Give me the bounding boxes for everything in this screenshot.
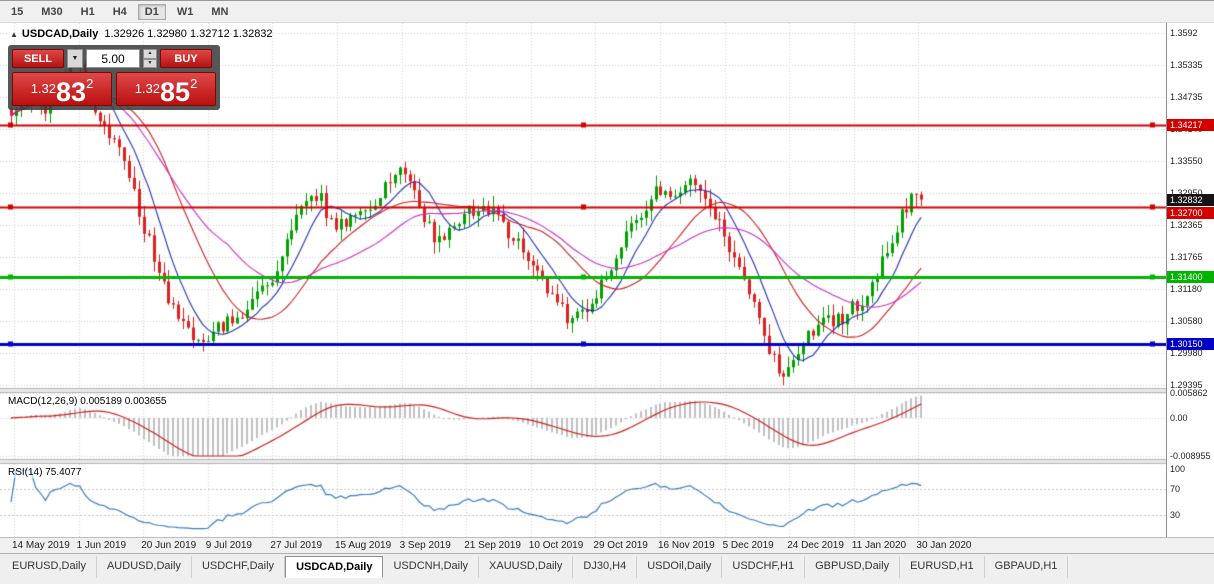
chart-tab-usdchf-h1[interactable]: USDCHF,H1 — [722, 556, 806, 578]
chart-tabs-bar: EURUSD,Daily AUDUSD,Daily USDCHF,Daily USDC… — [0, 553, 1214, 584]
price-scale-label: 1.30580 — [1170, 316, 1203, 326]
volume-down-button[interactable]: ▼ — [143, 58, 157, 68]
macd-scale-label: 0.00 — [1170, 413, 1188, 423]
hline-badge-130150: 1.30150 — [1167, 338, 1214, 350]
date-label: 29 Oct 2019 — [593, 540, 648, 551]
chart-tab-gbpusd-daily[interactable]: GBPUSD,Daily — [805, 556, 901, 578]
volume-dropdown-button[interactable]: ▼ — [67, 49, 83, 68]
date-label: 10 Oct 2019 — [528, 540, 584, 551]
sell-button[interactable]: SELL — [12, 49, 64, 68]
date-label: 9 Jul 2019 — [205, 540, 252, 551]
timeframe-button-h4[interactable]: H4 — [106, 4, 134, 20]
timeframe-button-d1[interactable]: D1 — [137, 3, 166, 20]
macd-label: MACD(12,26,9) 0.005189 0.003655 — [8, 396, 167, 407]
chart-tab-audusd-daily[interactable]: AUDUSD,Daily — [97, 556, 192, 578]
price-scale-label: 1.32365 — [1170, 220, 1203, 230]
timeframe-toolbar: 15 M30 H1 H4 D1 W1 MN — [0, 1, 1214, 23]
price-scale[interactable]: 1.35921.353351.347351.341401.335501.3295… — [1166, 23, 1214, 537]
sell-price-prefix: 1.32 — [30, 81, 57, 96]
price-scale-label: 1.29395 — [1170, 380, 1203, 390]
date-label: 30 Jan 2020 — [916, 540, 972, 551]
rsi-scale-label: 70 — [1170, 484, 1181, 494]
price-scale-label: 1.3592 — [1170, 28, 1198, 38]
date-label: 11 Jan 2020 — [851, 540, 907, 551]
price-scale-label: 1.29980 — [1170, 348, 1203, 358]
price-scale-label: 1.34735 — [1170, 92, 1203, 102]
chart-tab-eurusd-h1[interactable]: EURUSD,H1 — [900, 556, 985, 578]
collapse-triangle-icon[interactable]: ▲ — [10, 30, 18, 39]
timeframe-button-15[interactable]: 15 — [4, 4, 30, 20]
date-label: 5 Dec 2019 — [722, 540, 774, 551]
date-label: 24 Dec 2019 — [787, 540, 844, 551]
date-label: 20 Jun 2019 — [141, 540, 197, 551]
sell-price-sup: 2 — [86, 76, 94, 91]
price-scale-label: 1.35335 — [1170, 60, 1203, 70]
chart-title-row: ▲ USDCAD,Daily 1.32926 1.32980 1.32712 1.3… — [10, 28, 273, 40]
date-label: 3 Sep 2019 — [399, 540, 451, 551]
date-label: 15 Aug 2019 — [335, 540, 392, 551]
volume-up-button[interactable]: ▲ — [143, 49, 157, 59]
buy-price-button[interactable]: 1.32852 — [116, 72, 216, 107]
hline-badge-134217: 1.34217 — [1167, 119, 1214, 131]
price-scale-label: 1.31180 — [1170, 284, 1202, 294]
rsi-label: RSI(14) 75.4077 — [8, 467, 82, 478]
chevron-down-icon: ▼ — [71, 55, 79, 62]
rsi-scale-label: 100 — [1170, 464, 1186, 474]
hline-badge-132700: 1.32700 — [1167, 207, 1214, 219]
macd-scale-label: -0.008955 — [1170, 451, 1211, 461]
timeframe-button-w1[interactable]: W1 — [170, 4, 201, 20]
chart-ohlc-values: 1.32926 1.32980 1.32712 1.32832 — [104, 28, 273, 40]
chart-tab-usdcad-daily[interactable]: USDCAD,Daily — [285, 556, 384, 578]
buy-price-big: 85 — [160, 77, 191, 107]
time-axis[interactable]: 14 May 2019 1 Jun 2019 20 Jun 2019 9 Jul 20… — [0, 537, 1214, 553]
chart-symbol-title: USDCAD,Daily — [21, 28, 99, 40]
chart-area[interactable]: ▲ USDCAD,Daily 1.32926 1.32980 1.32712 1.3… — [0, 23, 1166, 537]
sell-price-button[interactable]: 1.32832 — [12, 72, 112, 107]
current-price-badge: 1.32832 — [1167, 194, 1214, 206]
chart-tab-xauusd-daily[interactable]: XAUUSD,Daily — [479, 556, 574, 578]
buy-button[interactable]: BUY — [160, 49, 212, 68]
timeframe-button-mn[interactable]: MN — [204, 4, 235, 20]
buy-price-sup: 2 — [190, 76, 198, 91]
rsi-scale-label: 30 — [1170, 510, 1181, 520]
chart-tab-dj30-h4[interactable]: DJ30,H4 — [573, 556, 638, 578]
date-label: 27 Jul 2019 — [270, 540, 323, 551]
buy-price-prefix: 1.32 — [134, 81, 161, 96]
price-scale-label: 1.32950 — [1170, 188, 1203, 198]
date-label: 21 Sep 2019 — [464, 540, 521, 551]
date-label: 16 Nov 2019 — [658, 540, 715, 551]
volume-input[interactable] — [86, 49, 140, 68]
macd-scale-label: 0.005862 — [1170, 388, 1208, 398]
chart-tab-gbpaud-h1[interactable]: GBPAUD,H1 — [985, 556, 1069, 578]
volume-stepper: ▲ ▼ — [143, 49, 157, 68]
timeframe-button-h1[interactable]: H1 — [74, 4, 102, 20]
one-click-trading-panel: SELL ▼ ▲ ▼ BUY 1.32832 1.32852 — [8, 45, 220, 110]
date-label: 1 Jun 2019 — [76, 540, 127, 551]
chart-tab-eurusd-daily[interactable]: EURUSD,Daily — [2, 556, 97, 578]
timeframe-button-m30[interactable]: M30 — [34, 4, 69, 20]
price-scale-label: 1.31765 — [1170, 252, 1203, 262]
price-scale-label: 1.33550 — [1170, 156, 1203, 166]
chart-tab-usdcnh-daily[interactable]: USDCNH,Daily — [383, 556, 480, 578]
chart-tab-usdchf-daily[interactable]: USDCHF,Daily — [192, 556, 286, 578]
chart-tab-usdoil-daily[interactable]: USDOil,Daily — [637, 556, 723, 578]
hline-badge-131400: 1.31400 — [1167, 271, 1214, 283]
date-label: 14 May 2019 — [12, 540, 70, 551]
sell-price-big: 83 — [56, 77, 87, 107]
